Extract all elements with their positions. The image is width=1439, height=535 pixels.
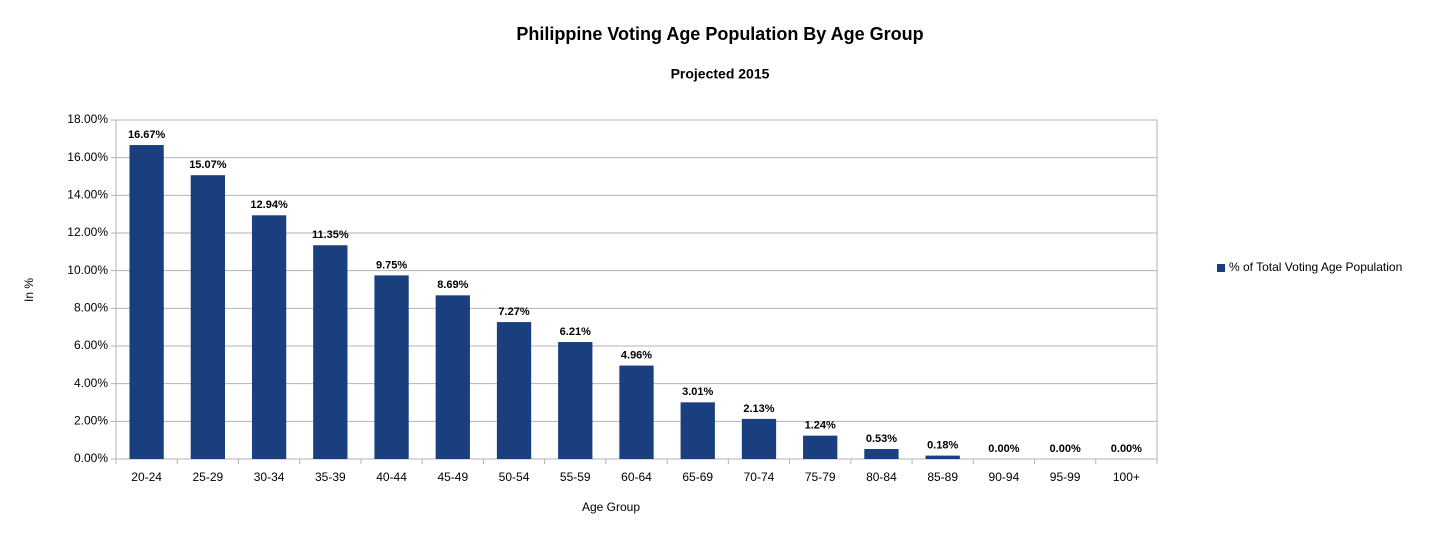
- value-label: 0.00%: [1111, 443, 1142, 455]
- legend-swatch: [1217, 264, 1225, 272]
- value-label: 12.94%: [250, 199, 288, 211]
- bar: [435, 295, 470, 459]
- value-label: 3.01%: [682, 386, 713, 398]
- x-tick-label: 40-44: [376, 470, 407, 484]
- y-tick-label: 0.00%: [74, 451, 108, 465]
- bar: [864, 449, 899, 459]
- x-tick-label: 85-89: [927, 470, 958, 484]
- x-tick-label: 65-69: [682, 470, 713, 484]
- x-axis-title: Age Group: [582, 500, 640, 514]
- x-tick-label: 20-24: [131, 470, 162, 484]
- x-tick-label: 30-34: [254, 470, 285, 484]
- value-label: 9.75%: [376, 259, 407, 271]
- value-label: 0.53%: [866, 433, 897, 445]
- bar: [251, 215, 287, 459]
- value-label: 2.13%: [743, 403, 774, 415]
- chart-title: Philippine Voting Age Population By Age …: [516, 24, 923, 44]
- y-tick-label: 18.00%: [67, 112, 108, 126]
- x-tick-label: 50-54: [499, 470, 530, 484]
- value-label: 1.24%: [805, 420, 836, 432]
- value-label: 15.07%: [189, 159, 227, 171]
- bar: [496, 322, 532, 459]
- bar: [558, 342, 593, 459]
- x-tick-label: 80-84: [866, 470, 897, 484]
- value-label: 0.00%: [988, 443, 1019, 455]
- bar: [803, 435, 838, 459]
- y-tick-label: 10.00%: [67, 263, 108, 277]
- bar: [129, 145, 164, 459]
- y-tick-label: 2.00%: [74, 414, 108, 428]
- x-tick-label: 45-49: [437, 470, 468, 484]
- value-label: 0.18%: [927, 440, 958, 452]
- x-tick-label: 25-29: [193, 470, 224, 484]
- value-label: 11.35%: [312, 229, 349, 241]
- y-tick-label: 16.00%: [67, 150, 108, 164]
- y-tick-label: 8.00%: [74, 301, 108, 315]
- value-label: 7.27%: [498, 306, 529, 318]
- y-tick-label: 6.00%: [74, 338, 108, 352]
- bar: [741, 418, 777, 459]
- legend-label: % of Total Voting Age Population: [1229, 260, 1402, 274]
- value-label: 6.21%: [560, 326, 591, 338]
- bar: [313, 245, 348, 459]
- chart-subtitle: Projected 2015: [671, 66, 770, 82]
- bar: [374, 275, 409, 459]
- y-axis-title: In %: [22, 278, 36, 302]
- x-tick-label: 90-94: [989, 470, 1020, 484]
- x-tick-label: 100+: [1113, 470, 1140, 484]
- x-tick-label: 55-59: [560, 470, 591, 484]
- value-label: 4.96%: [621, 349, 652, 361]
- value-label: 8.69%: [437, 279, 468, 291]
- x-tick-label: 75-79: [805, 470, 836, 484]
- value-label: 16.67%: [128, 129, 166, 141]
- bar: [619, 365, 654, 459]
- y-tick-label: 12.00%: [67, 225, 108, 239]
- bar: [680, 402, 715, 459]
- x-tick-label: 95-99: [1050, 470, 1081, 484]
- x-tick-label: 35-39: [315, 470, 346, 484]
- value-label: 0.00%: [1050, 443, 1081, 455]
- y-tick-label: 4.00%: [74, 376, 108, 390]
- x-tick-label: 70-74: [744, 470, 775, 484]
- x-tick-label: 60-64: [621, 470, 652, 484]
- y-tick-label: 14.00%: [67, 188, 108, 202]
- bar: [925, 455, 960, 459]
- bar: [190, 175, 225, 459]
